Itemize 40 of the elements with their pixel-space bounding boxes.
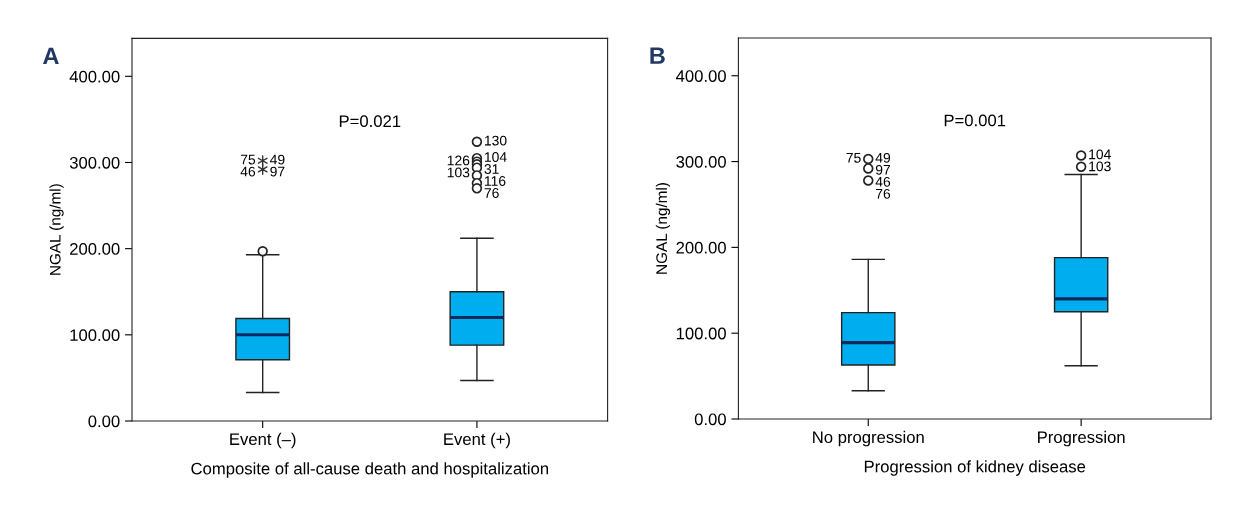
annotation: P=0.021	[339, 115, 401, 128]
annotation: 75	[240, 154, 256, 165]
y-tick-label: 400.00	[676, 70, 726, 82]
x-tick-label: No progression	[813, 430, 924, 447]
annotation: 49	[875, 152, 891, 163]
chart-title: B	[650, 47, 665, 64]
x-tick-label: Progression	[1038, 430, 1125, 447]
annotation: 76	[875, 188, 891, 199]
x-axis-title: Progression of kidney disease	[864, 460, 1086, 476]
y-tick-label: 200.00	[676, 241, 726, 254]
y-tick-label: 200.00	[70, 243, 120, 255]
x-tick-label: Event (+)	[444, 432, 510, 449]
annotation: 103	[447, 167, 470, 178]
annotation: 130	[484, 135, 507, 146]
annotation: 126	[447, 155, 470, 166]
annotation: 46	[875, 176, 891, 187]
annotation: 97	[875, 164, 891, 175]
annotation: 76	[484, 188, 499, 198]
y-tick-label: 0.00	[88, 415, 120, 428]
annotation: 97	[270, 166, 285, 177]
y-tick-label: 0.00	[694, 413, 726, 426]
annotation: 104	[484, 152, 507, 162]
x-axis-title: Composite of all-cause death and hospitalization	[191, 462, 549, 478]
y-tick-label: 100.00	[70, 329, 120, 342]
y-tick-label: 300.00	[69, 156, 120, 169]
y-tick-label: 300.00	[676, 155, 726, 168]
y-axis-title: NGAL (ng/ml)	[655, 183, 671, 274]
annotation: 103	[1089, 161, 1111, 172]
y-tick-label: 400.00	[69, 70, 120, 83]
annotation: 46	[240, 166, 256, 177]
annotation: 49	[270, 154, 285, 165]
y-axis-title: NGAL (ng/ml)	[49, 184, 64, 275]
x-tick-label: Event (–)	[230, 432, 296, 449]
annotation: 104	[1089, 149, 1111, 160]
annotation: P=0.001	[944, 114, 1006, 127]
annotation: 116	[484, 176, 506, 186]
annotation: 75	[846, 153, 861, 163]
annotation: 31	[484, 164, 499, 174]
y-tick-label: 100.00	[676, 327, 726, 340]
chart-title: A	[43, 47, 59, 65]
